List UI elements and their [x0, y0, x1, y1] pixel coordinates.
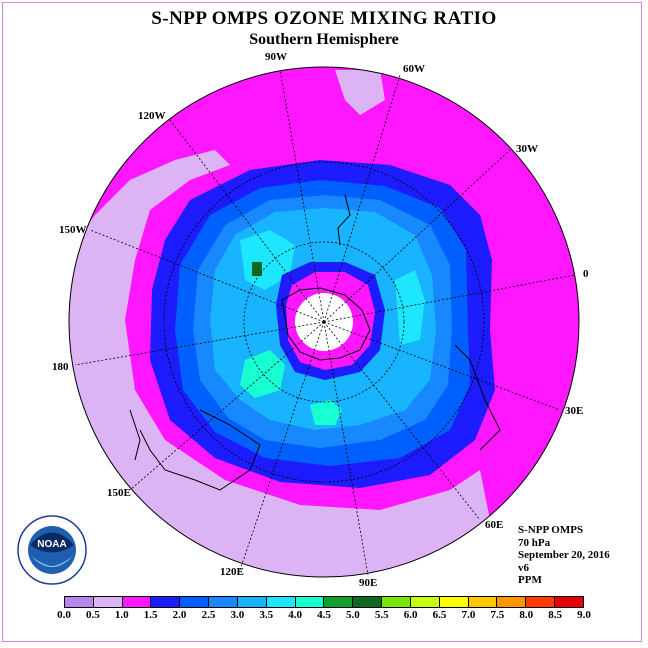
contour-5-0: [252, 262, 262, 276]
colorbar-tick-label: 5.0: [346, 609, 360, 621]
colorbar-segment: [209, 597, 238, 607]
info-version: v6: [518, 561, 529, 574]
info-block: S-NPP OMPS 70 hPa September 20, 2016 v6 …: [518, 524, 610, 587]
info-units: PPM: [518, 574, 542, 586]
colorbar-segment: [65, 597, 94, 607]
lon-label-0: 0: [583, 268, 589, 280]
colorbar-segment: [324, 597, 354, 607]
colorbar-tick-label: 0.0: [57, 609, 71, 621]
australia-coast: [139, 409, 261, 491]
lon-label-150e: 150E: [107, 487, 131, 499]
lon-label-60e: 60E: [485, 519, 504, 531]
colorbar-segment: [497, 597, 527, 607]
colorbar-tick-label: 8.0: [519, 609, 534, 621]
info-instrument: S-NPP OMPS: [518, 524, 584, 536]
colorbar-tick-label: 2.5: [201, 609, 216, 621]
colorbar-segment: [237, 597, 267, 607]
figure-frame: [2, 2, 642, 642]
info-date: September 20, 2016: [518, 549, 610, 561]
colorbar-segment: [555, 597, 583, 607]
colorbar-segment: [439, 597, 469, 607]
colorbar-segment: [266, 597, 296, 607]
lon-label-30e: 30E: [565, 405, 584, 417]
colorbar-tick-label: 7.5: [490, 609, 505, 621]
africa-coast: [454, 344, 501, 451]
colorbar-tick-label: 8.5: [548, 609, 562, 621]
colorbar-tick-label: 4.0: [288, 609, 302, 621]
colorbar-tick-label: 3.5: [259, 609, 274, 621]
lon-label-90e: 90E: [359, 577, 378, 589]
contour-0-5: [69, 150, 490, 577]
map-subtitle: Southern Hemisphere: [249, 31, 399, 48]
colorbar-tick-label: 1.0: [114, 609, 129, 621]
colorbar-segment: [353, 597, 383, 607]
colorbar-tick-label: 5.5: [374, 609, 389, 621]
lon-label-120e: 120E: [220, 566, 244, 578]
noaa-logo-text: NOAA: [37, 539, 66, 550]
colorbar-tick-label: 3.0: [230, 609, 245, 621]
map-title: S-NPP OMPS OZONE MIXING RATIO: [151, 8, 497, 29]
new-zealand-coast: [129, 409, 141, 461]
colorbar-tick-label: 6.0: [403, 609, 418, 621]
colorbar-ticks: 0.0 0.5 1.0 1.5 2.0 2.5 3.0 3.5 4.0 4.5 5.0 5.5 6.0 6…: [57, 609, 591, 623]
colorbar-tick-label: 2.0: [172, 609, 187, 621]
colorbar-segment: [526, 597, 556, 607]
map-boundary: [68, 66, 580, 578]
lon-label-120w: 120W: [138, 110, 166, 122]
lon-label-150w: 150W: [59, 224, 87, 236]
contour-3-5-east: [395, 270, 425, 345]
colorbar-segment: [93, 597, 123, 607]
colorbar-segment: [295, 597, 325, 607]
colorbar: [64, 596, 584, 608]
colorbar-segment: [180, 597, 210, 607]
colorbar-tick-label: 9.0: [577, 609, 591, 621]
lon-label-180: 180: [52, 361, 69, 373]
graticule: [74, 69, 576, 576]
contour-4-0-south: [310, 400, 342, 425]
colorbar-segment: [468, 597, 498, 607]
colorbar-segment: [382, 597, 411, 607]
lon-label-60w: 60W: [403, 63, 425, 75]
colorbar-segment: [410, 597, 440, 607]
contour-4-0-southwest: [240, 350, 285, 398]
antarctica-coast: [281, 287, 371, 361]
colorbar-tick-label: 6.5: [432, 609, 447, 621]
info-level: 70 hPa: [518, 536, 551, 549]
contour-0-5-north: [335, 70, 385, 115]
colorbar-segment: [122, 597, 152, 607]
lon-label-30w: 30W: [516, 143, 538, 155]
colorbar-tick-label: 7.0: [461, 609, 476, 621]
colorbar-tick-label: 4.5: [317, 609, 331, 621]
colorbar-tick-label: 1.5: [143, 609, 158, 621]
lon-label-90w: 90W: [265, 51, 287, 63]
colorbar-tick-label: 0.5: [86, 609, 100, 621]
coastlines: [129, 194, 501, 491]
colorbar-segment: [151, 597, 181, 607]
south-america-tip: [337, 194, 351, 246]
